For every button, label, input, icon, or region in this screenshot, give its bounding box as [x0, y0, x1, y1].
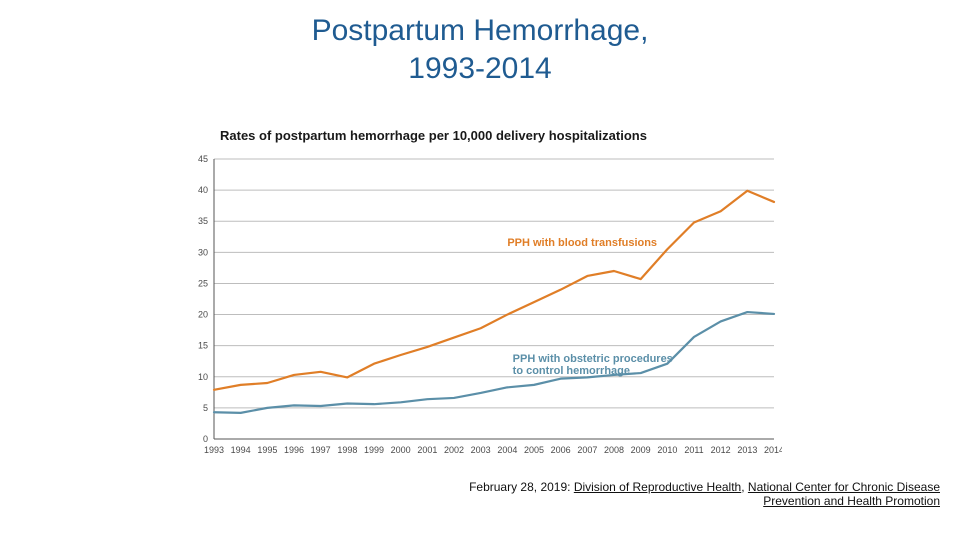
- title-line-1: Postpartum Hemorrhage,: [312, 14, 649, 47]
- x-tick-label: 1995: [257, 445, 277, 455]
- x-tick-label: 1998: [337, 445, 357, 455]
- x-tick-label: 2010: [657, 445, 677, 455]
- x-tick-label: 1994: [231, 445, 251, 455]
- title-line-2: 1993-2014: [408, 52, 551, 85]
- footer-prefix: February 28, 2019:: [469, 480, 574, 494]
- footer-link-2a[interactable]: National Center for Chronic Disease: [748, 480, 940, 494]
- x-tick-label: 2006: [551, 445, 571, 455]
- slide-title: Postpartum Hemorrhage, 1993-2014: [0, 12, 960, 87]
- x-tick-label: 1993: [204, 445, 224, 455]
- source-footer: February 28, 2019: Division of Reproduct…: [340, 480, 940, 508]
- x-tick-label: 2011: [684, 445, 703, 455]
- y-tick-label: 15: [198, 341, 208, 351]
- y-tick-label: 25: [198, 278, 208, 288]
- y-tick-label: 30: [198, 247, 208, 257]
- y-tick-label: 20: [198, 310, 208, 320]
- y-tick-label: 5: [203, 403, 208, 413]
- y-tick-label: 0: [203, 434, 208, 444]
- series-label: PPH with obstetric procedures: [513, 353, 673, 365]
- x-tick-label: 2009: [631, 445, 651, 455]
- series-label: to control hemorrhage: [513, 365, 630, 377]
- y-tick-label: 40: [198, 185, 208, 195]
- x-tick-label: 2007: [577, 445, 597, 455]
- x-tick-label: 2014: [764, 445, 782, 455]
- x-tick-label: 2004: [497, 445, 517, 455]
- chart-title: Rates of postpartum hemorrhage per 10,00…: [220, 128, 800, 143]
- x-tick-label: 2012: [711, 445, 731, 455]
- x-tick-label: 2005: [524, 445, 544, 455]
- x-tick-label: 2008: [604, 445, 624, 455]
- series-line: [214, 191, 774, 390]
- footer-link-1[interactable]: Division of Reproductive Health: [574, 480, 741, 494]
- x-tick-label: 1997: [311, 445, 331, 455]
- x-tick-label: 2001: [417, 445, 437, 455]
- y-tick-label: 45: [198, 154, 208, 164]
- x-tick-label: 2002: [444, 445, 464, 455]
- footer-mid: ,: [741, 480, 748, 494]
- chart-container: Rates of postpartum hemorrhage per 10,00…: [180, 128, 800, 463]
- series-label: PPH with blood transfusions: [507, 237, 657, 249]
- line-chart: 0 5 10 15 20 25 30 35 40 45 1993 1994 1995 1996 1997 19…: [180, 153, 782, 463]
- x-tick-label: 2003: [471, 445, 491, 455]
- x-tick-label: 1996: [284, 445, 304, 455]
- footer-link-2b[interactable]: Prevention and Health Promotion: [763, 494, 940, 508]
- y-tick-label: 10: [198, 372, 208, 382]
- y-tick-label: 35: [198, 216, 208, 226]
- x-tick-label: 2000: [391, 445, 411, 455]
- series-line: [214, 312, 774, 413]
- x-tick-label: 2013: [737, 445, 757, 455]
- x-tick-label: 1999: [364, 445, 384, 455]
